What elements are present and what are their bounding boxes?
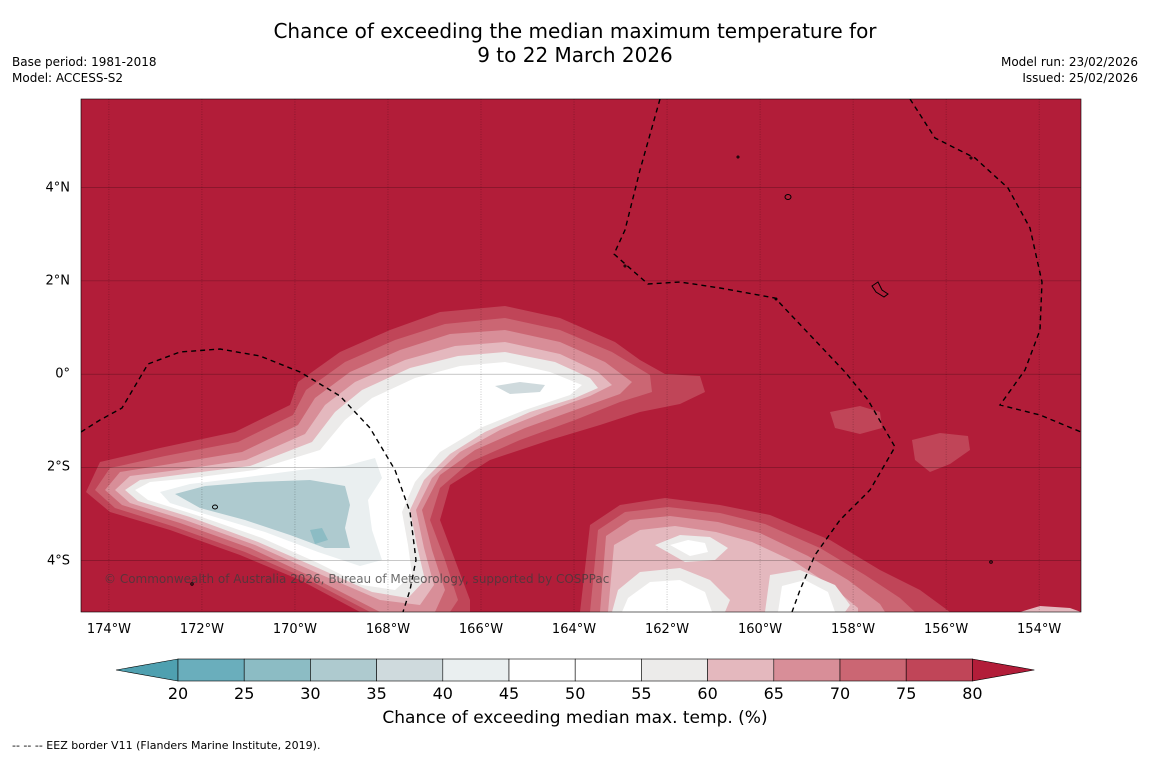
lon-tick-label: 164°W bbox=[551, 622, 597, 637]
lon-tick-label: 172°W bbox=[179, 622, 225, 637]
island-7 bbox=[623, 264, 627, 268]
colorbar-tick-label: 70 bbox=[829, 684, 851, 703]
lon-tick-label: 174°W bbox=[86, 622, 131, 637]
colorbar-extend-high bbox=[972, 658, 1035, 682]
island-3 bbox=[212, 504, 218, 510]
gridlines bbox=[81, 99, 1081, 612]
colorbar-extend-low bbox=[115, 658, 179, 682]
colorbar-segment bbox=[839, 658, 907, 682]
colorbar-tick-label: 75 bbox=[896, 684, 917, 703]
chart-title-line1: Chance of exceeding the median maximum t… bbox=[273, 19, 877, 43]
chart-title-line2: 9 to 22 March 2026 bbox=[477, 43, 673, 67]
colorbar-segment bbox=[905, 658, 973, 682]
model-text: Model: ACCESS-S2 bbox=[12, 71, 124, 85]
lon-tick-label: 168°W bbox=[365, 622, 411, 637]
colorbar-segment bbox=[773, 658, 841, 682]
colorbar-tick-label: 25 bbox=[234, 684, 255, 703]
colorbar-segment bbox=[376, 658, 444, 682]
colorbar-tick-label: 45 bbox=[498, 684, 520, 703]
issued-text: Issued: 25/02/2026 bbox=[1022, 71, 1138, 85]
lat-tick-label: 0° bbox=[55, 366, 70, 382]
anomaly-band-35-east bbox=[495, 382, 545, 394]
lon-tick-label: 160°W bbox=[737, 622, 783, 637]
lon-tick-label: 166°W bbox=[458, 622, 504, 637]
colorbar bbox=[115, 658, 1035, 682]
colorbar-segment bbox=[310, 658, 377, 682]
meta-left: Base period: 1981-2018 Model: ACCESS-S2 bbox=[12, 54, 157, 86]
eez-border-west bbox=[81, 348, 417, 612]
colorbar-segment bbox=[574, 658, 642, 682]
lat-tick-label: 4°N bbox=[45, 180, 71, 196]
colorbar-tick-label: 30 bbox=[300, 684, 321, 703]
anomaly-patch-east-1 bbox=[830, 406, 882, 434]
colorbar-segment bbox=[177, 658, 245, 682]
lon-tick-label: 162°W bbox=[644, 622, 690, 637]
lat-tick-label: 4°S bbox=[46, 553, 70, 569]
anomaly-south-white bbox=[622, 540, 835, 612]
island-1 bbox=[784, 194, 792, 200]
colorbar-tick-label: 50 bbox=[565, 684, 586, 703]
colorbar-segment bbox=[707, 658, 775, 682]
eez-border-east bbox=[909, 99, 1081, 433]
island-5 bbox=[989, 560, 993, 564]
eez-border-north-loop bbox=[613, 99, 896, 612]
colorbar-segment bbox=[243, 658, 311, 682]
lat-tick-label: 2°S bbox=[46, 459, 70, 475]
colorbar-tick-label: 20 bbox=[167, 684, 189, 703]
island-2 bbox=[871, 281, 889, 298]
island-4 bbox=[736, 155, 740, 159]
colorbar-title: Chance of exceeding median max. temp. (%… bbox=[382, 708, 768, 728]
meta-right: Model run: 23/02/2026 Issued: 25/02/2026 bbox=[1001, 54, 1138, 86]
colorbar-segment bbox=[508, 658, 576, 682]
islands bbox=[190, 155, 993, 586]
colorbar-tick-label: 80 bbox=[962, 684, 983, 703]
anomaly-band-30 bbox=[310, 528, 328, 544]
colorbar-tick-label: 40 bbox=[432, 684, 453, 703]
colorbar-tick-label: 55 bbox=[631, 684, 652, 703]
anomaly-band-35 bbox=[175, 480, 350, 548]
map-area bbox=[81, 99, 1081, 612]
colorbar-tick-label: 60 bbox=[697, 684, 718, 703]
model-run-text: Model run: 23/02/2026 bbox=[1000, 55, 1138, 69]
island-6 bbox=[190, 582, 194, 586]
map-frame bbox=[80, 98, 1082, 613]
eez-borders bbox=[81, 99, 1081, 612]
lat-tick-label: 2°N bbox=[45, 273, 71, 289]
lon-tick-label: 156°W bbox=[924, 622, 969, 637]
lon-tick-label: 154°W bbox=[1017, 622, 1062, 637]
island-9 bbox=[774, 297, 778, 301]
copyright-notice: © Commonwealth of Australia 2026, Bureau… bbox=[104, 572, 610, 586]
base-period-text: Base period: 1981-2018 bbox=[12, 55, 157, 69]
anomaly-patch-east-2 bbox=[912, 433, 970, 472]
eez-footnote: -- -- -- EEZ border V11 (Flanders Marine… bbox=[12, 739, 321, 752]
colorbar-tick-label: 35 bbox=[366, 684, 387, 703]
colorbar-tick-label: 65 bbox=[763, 684, 784, 703]
island-8 bbox=[969, 156, 973, 160]
colorbar-segment bbox=[442, 658, 510, 682]
lon-tick-label: 170°W bbox=[272, 622, 318, 637]
anomaly-south-bottom-right bbox=[1020, 606, 1081, 612]
lon-tick-label: 158°W bbox=[830, 622, 876, 637]
colorbar-segment bbox=[641, 658, 708, 682]
